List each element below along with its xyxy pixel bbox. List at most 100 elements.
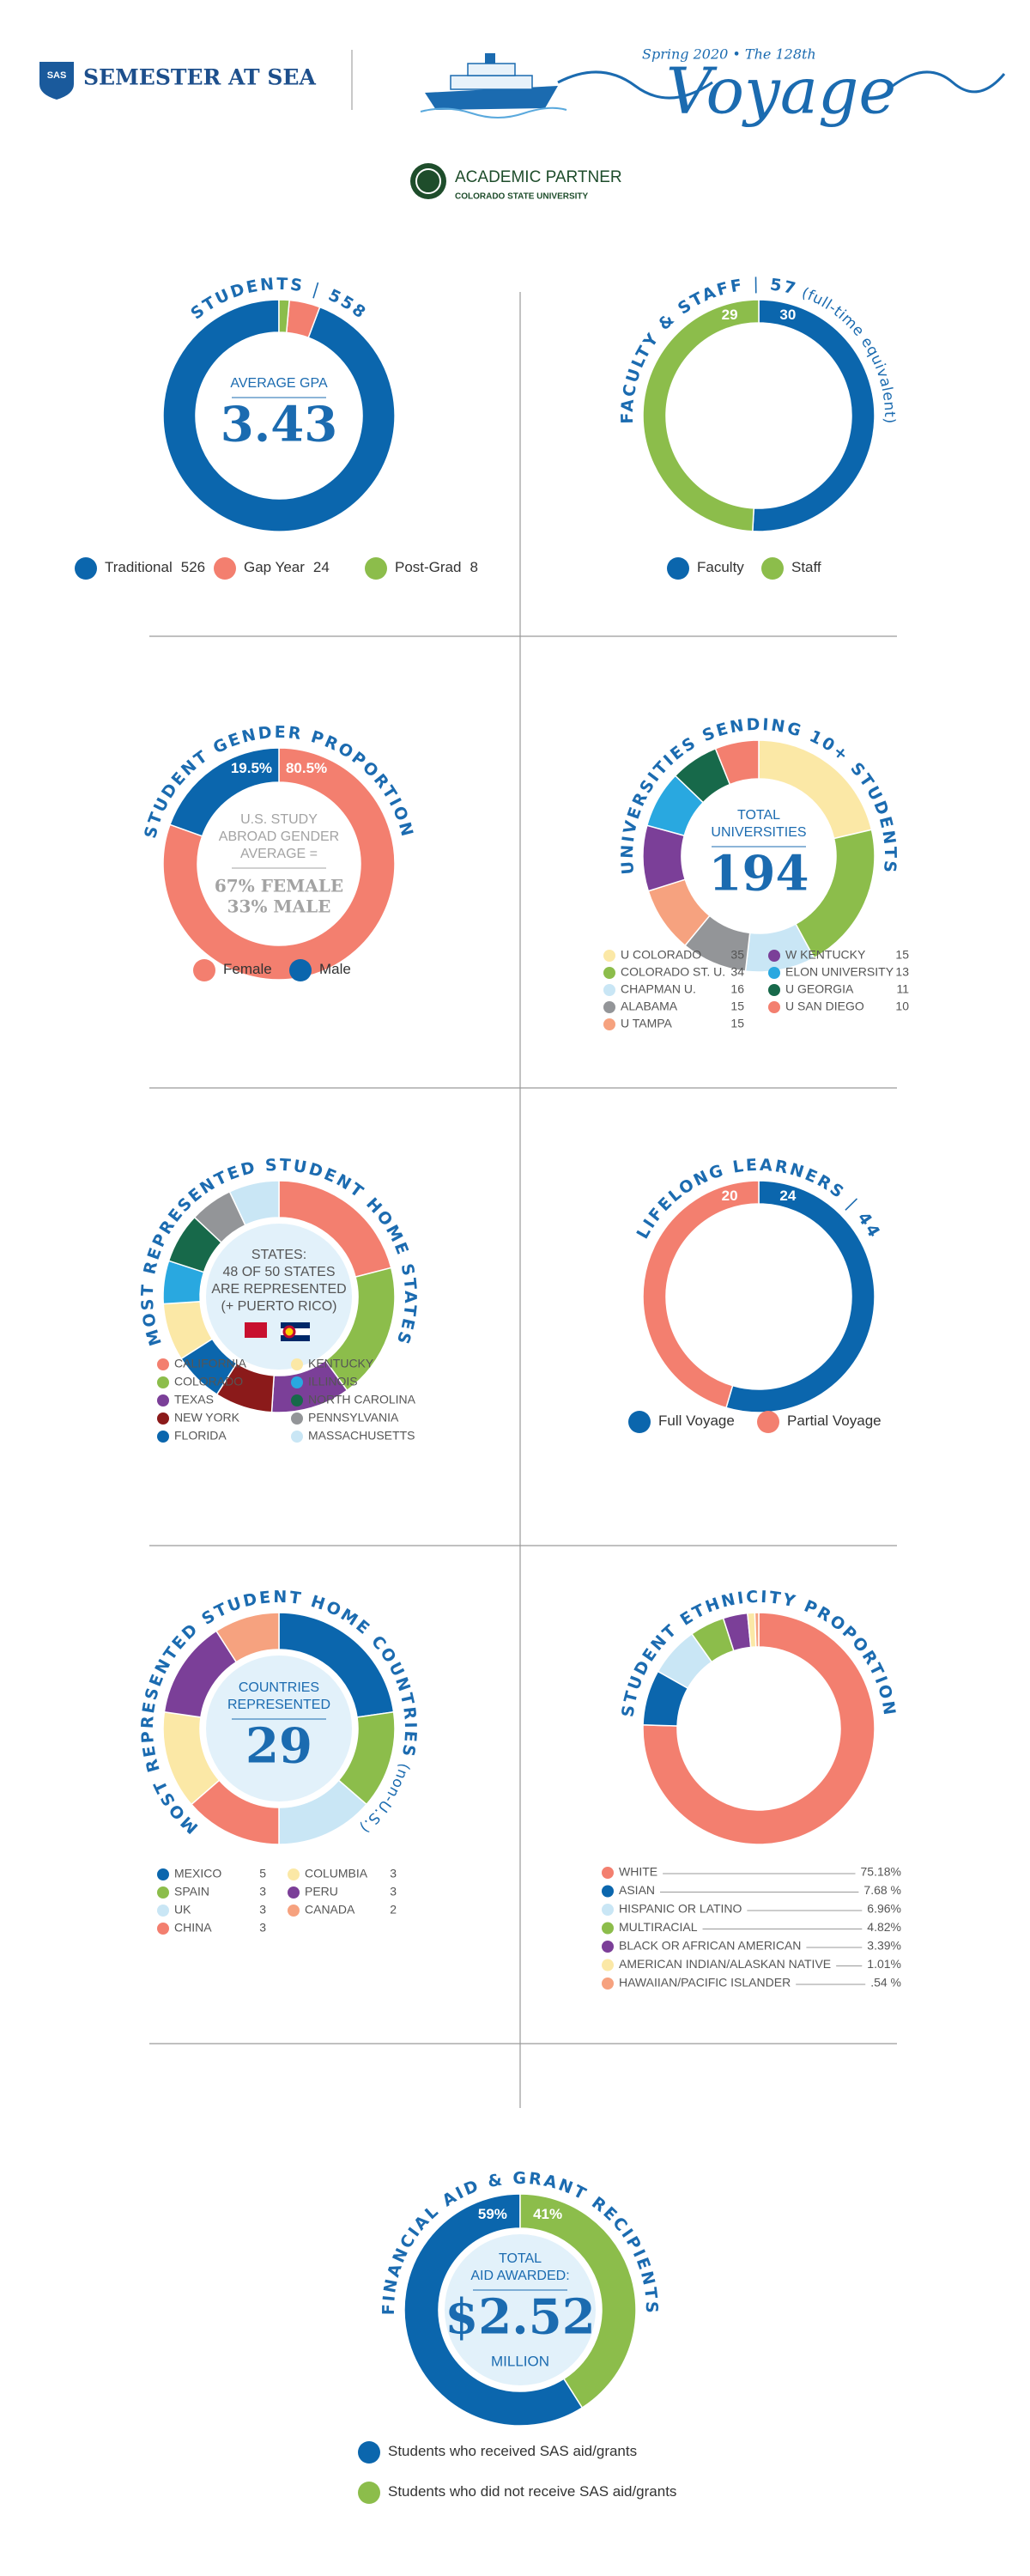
donut-slice	[714, 739, 760, 786]
legend-swatch	[288, 1886, 300, 1899]
legend-label: CANADA	[305, 1903, 355, 1917]
slice-label: 59%	[478, 2206, 507, 2222]
legend-swatch	[157, 1376, 169, 1388]
legend-swatch	[768, 967, 780, 979]
legend-swatch	[602, 1941, 614, 1953]
legend-swatch	[157, 1905, 169, 1917]
legend-label: U TAMPA	[621, 1017, 673, 1030]
legend-swatch	[603, 967, 615, 979]
legend-swatch	[768, 950, 780, 962]
donut-slice	[642, 299, 760, 532]
legend-value: 11	[896, 982, 909, 996]
slice-label: 30	[779, 307, 796, 323]
legend-swatch	[157, 1923, 169, 1935]
legend-value: 24	[313, 559, 330, 575]
legend-swatch	[761, 557, 784, 580]
donut-slice	[519, 2193, 637, 2409]
legend-name: Post-Grad	[395, 559, 461, 575]
legend-swatch	[291, 1358, 303, 1370]
center-text: STATES:	[251, 1248, 306, 1262]
legend-value: 15	[730, 1017, 744, 1030]
legend-swatch	[157, 1431, 169, 1443]
legend-swatch	[157, 1886, 169, 1899]
donut-slice	[169, 747, 280, 837]
slice-label: 80.5%	[286, 760, 327, 776]
legend-label: COLORADO ST. U.	[621, 965, 725, 979]
legend-name: Students who did not receive SAS aid/gra…	[388, 2483, 676, 2500]
legend-name: Faculty	[697, 559, 744, 575]
legend-name: Male	[319, 961, 351, 977]
donut-slice	[642, 1180, 760, 1409]
legend-swatch	[288, 1868, 300, 1880]
legend-label: W KENTUCKY	[785, 948, 866, 962]
legend-swatch	[602, 1867, 614, 1879]
legend-label: U GEORGIA	[785, 982, 854, 996]
donut-slice	[285, 299, 321, 339]
partner-logo-ring	[415, 168, 441, 194]
legend-swatch	[603, 950, 615, 962]
donut-slice	[228, 1180, 280, 1226]
legend-label: Staff	[791, 559, 821, 575]
slice-label: 19.5%	[231, 760, 272, 776]
shield-logo	[39, 62, 74, 100]
donut-slice	[162, 747, 396, 981]
inner-disc	[206, 1224, 352, 1370]
donut-slice	[752, 299, 876, 532]
legend-value: 13	[895, 965, 909, 979]
legend-swatch	[358, 2441, 380, 2464]
layout-grid	[149, 292, 897, 2108]
legend-value: 3	[259, 1921, 266, 1935]
legend-value: 3	[390, 1867, 397, 1880]
legend-label: ASIAN	[619, 1883, 655, 1897]
center-value: 29	[245, 1718, 312, 1775]
legend-label: NORTH CAROLINA	[308, 1393, 416, 1406]
legend-value: 10	[895, 999, 909, 1013]
legend-value: 7.68 %	[863, 1883, 901, 1897]
center-emphasis: 33% MALE	[227, 896, 331, 917]
legend-label: COLORADO	[174, 1375, 243, 1388]
legend-swatch	[602, 1978, 614, 1990]
legend-name: Gap Year	[244, 559, 305, 575]
legend-value: 5	[259, 1867, 266, 1880]
legend-label: MEXICO	[174, 1867, 221, 1880]
legend-swatch	[291, 1394, 303, 1406]
flag-icon	[282, 1325, 296, 1339]
legend-swatch	[291, 1376, 303, 1388]
legend-label: FLORIDA	[174, 1429, 227, 1443]
donut-slice	[278, 299, 290, 334]
legend-value: 6.96%	[867, 1902, 901, 1916]
legend-name: Partial Voyage	[787, 1413, 882, 1429]
center-text: U.S. STUDY	[240, 812, 318, 827]
legend-swatch	[602, 1922, 614, 1935]
legend-label: HAWAIIAN/PACIFIC ISLANDER	[619, 1976, 791, 1990]
donut-slice	[642, 1612, 876, 1845]
legend-value: 526	[181, 559, 205, 575]
legend-label: AMERICAN INDIAN/ALASKAN NATIVE	[619, 1957, 831, 1971]
legend-swatch	[602, 1885, 614, 1898]
center-text: UNIVERSITIES	[711, 825, 806, 840]
legend-swatch	[365, 557, 387, 580]
legend-label: NEW YORK	[174, 1411, 240, 1425]
legend-swatch	[602, 1959, 614, 1971]
legend-label: Post-Grad 8	[395, 559, 478, 575]
center-value: 194	[709, 846, 809, 902]
ship	[420, 53, 567, 118]
legend-value: 15	[730, 999, 744, 1013]
donut-slice	[215, 1612, 280, 1663]
legend-label: CALIFORNIA	[174, 1357, 247, 1370]
legend-swatch	[628, 1411, 651, 1433]
legend-label: WHITE	[619, 1865, 657, 1879]
legend-label: Partial Voyage	[787, 1413, 882, 1429]
legend-label: ALABAMA	[621, 999, 678, 1013]
center-text: (+ PUERTO RICO)	[221, 1299, 337, 1314]
center-text: ABROAD GENDER	[219, 829, 339, 844]
center-text: 48 OF 50 STATES	[222, 1265, 335, 1279]
voyage-swash	[557, 70, 1006, 100]
legend-label: U COLORADO	[621, 948, 701, 962]
legend-value: 15	[895, 948, 909, 962]
legend-value: 16	[730, 982, 744, 996]
legend-swatch	[157, 1394, 169, 1406]
partner: ACADEMIC PARTNER	[455, 168, 622, 186]
legend-swatch	[289, 959, 312, 981]
